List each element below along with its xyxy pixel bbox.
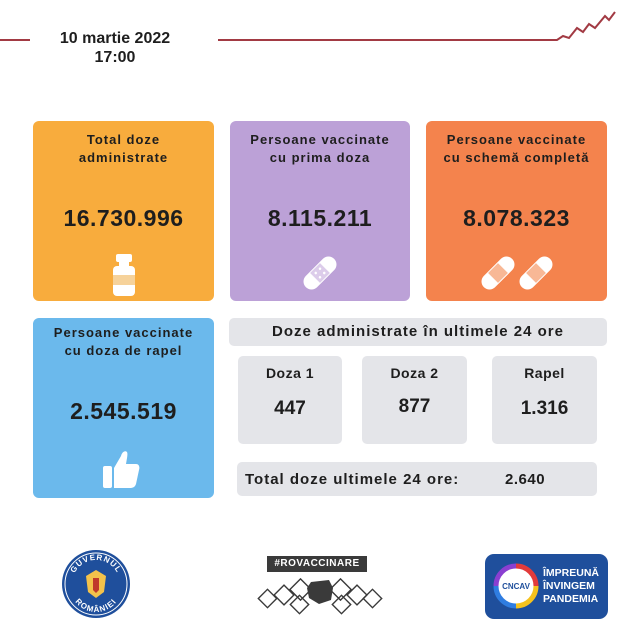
cncav-logo: CNCAV ÎMPREUNĂ ÎNVINGEM PANDEMIA: [485, 554, 608, 619]
header-divider-right: [218, 39, 552, 41]
dose2-box: Doza 2 877: [362, 356, 467, 444]
dose1-value: 447: [274, 398, 306, 419]
dose1-box: Doza 1 447: [238, 356, 342, 444]
cncav-slogan-line: PANDEMIA: [543, 593, 599, 605]
report-date: 10 martie 2022: [59, 30, 171, 47]
total-24h-value: 2.640: [505, 471, 546, 488]
booster-24h-value: 1.316: [520, 398, 569, 419]
cncav-ring-icon: CNCAV: [493, 563, 539, 609]
card-title-line: Total doze: [86, 132, 161, 147]
card-title-line: cu schemă completă: [443, 150, 590, 165]
total-doses-card: Total doze administrate 16.730.996: [33, 121, 214, 301]
card-title-line: Persoane vaccinate: [53, 325, 194, 340]
first-dose-value: 8.115.211: [267, 205, 373, 231]
rovaccinare-hashtag: #ROVACCINARE: [267, 556, 367, 572]
dose1-label: Doza 1: [265, 365, 315, 381]
dose2-label: Doza 2: [390, 365, 439, 381]
booster-dose-value: 2.545.519: [70, 398, 177, 424]
card-title-line: Persoane vaccinate: [446, 132, 587, 147]
booster-dose-card: Persoane vaccinate cu doza de rapel 2.54…: [33, 318, 214, 498]
card-title-line: Persoane vaccinate: [250, 132, 390, 147]
cncav-slogan-line: ÎNVINGEM: [543, 580, 595, 592]
bandage-icon: [303, 256, 337, 290]
last-24h-title: Doze administrate în ultimele 24 ore: [229, 318, 607, 346]
full-scheme-value: 8.078.323: [463, 205, 570, 231]
cncav-abbr: CNCAV: [502, 582, 531, 591]
trend-line-icon: [549, 11, 616, 41]
card-title-line: cu prima doza: [269, 150, 371, 165]
report-time: 17:00: [94, 49, 136, 66]
first-dose-card: Persoane vaccinate cu prima doza 8.115.2…: [230, 121, 410, 301]
booster-24h-box: Rapel 1.316: [492, 356, 597, 444]
government-logo: GUVERNUL ROMÂNIEI: [62, 550, 130, 618]
cncav-slogan-line: ÎMPREUNĂ: [543, 567, 600, 579]
vaccine-vial-icon: [113, 254, 135, 296]
card-title-line: administrate: [78, 150, 169, 165]
two-bandages-icon: [481, 256, 553, 290]
dose2-value: 877: [398, 396, 431, 417]
booster-24h-label: Rapel: [524, 365, 565, 381]
total-24h-label: Total doze ultimele 24 ore:: [245, 471, 460, 488]
header-divider-left: [0, 39, 30, 41]
total-24h-panel: Total doze ultimele 24 ore: 2.640: [237, 462, 597, 496]
total-doses-value: 16.730.996: [63, 205, 184, 231]
full-scheme-card: Persoane vaccinate cu schemă completă 8.…: [426, 121, 607, 301]
rovaccinare-icons: [257, 577, 383, 615]
card-title-line: cu doza de rapel: [64, 343, 183, 358]
thumbs-up-icon: [103, 451, 140, 488]
cncav-slogan: ÎMPREUNĂ ÎNVINGEM PANDEMIA: [543, 567, 599, 606]
